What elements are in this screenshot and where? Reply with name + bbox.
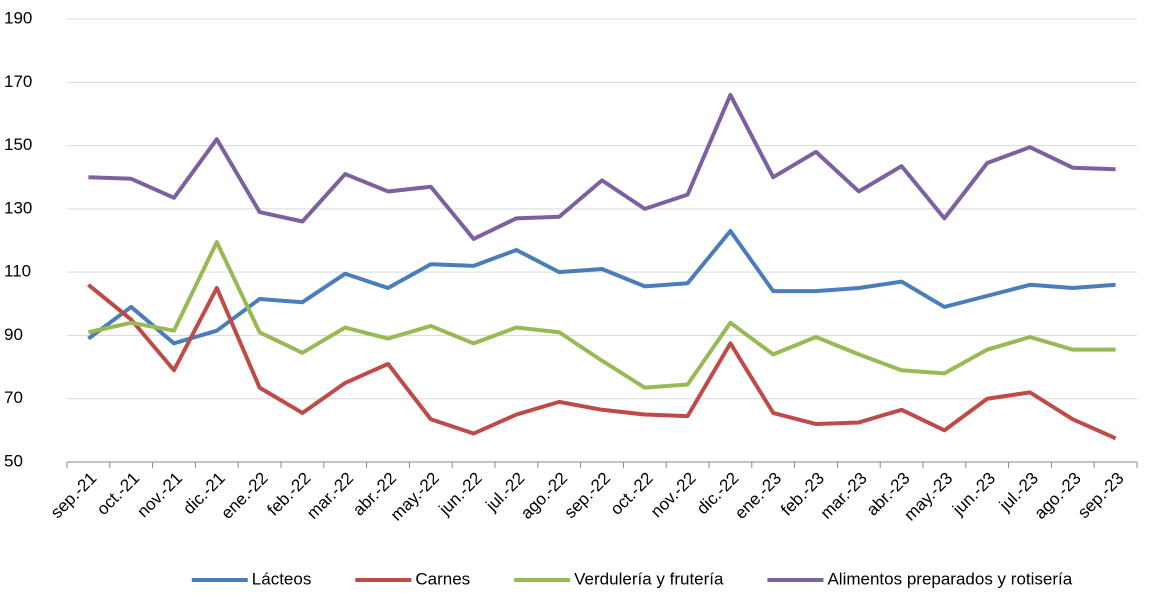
y-tick-label: 170	[4, 72, 32, 91]
x-tick-label: ene.-23	[731, 469, 785, 523]
x-tick-label: may.-23	[900, 469, 956, 525]
x-tick-label: nov.-21	[133, 469, 186, 522]
legend-label: Lácteos	[252, 569, 312, 588]
legend-label: Carnes	[415, 569, 470, 588]
x-tick-label: jun.-22	[435, 469, 486, 520]
y-tick-label: 90	[4, 325, 23, 344]
y-tick-label: 110	[4, 262, 31, 281]
y-tick-label: 70	[4, 388, 23, 407]
series-line	[88, 92, 1116, 241]
y-tick-label: 150	[4, 135, 32, 154]
x-tick-label: nov.-22	[647, 469, 700, 522]
x-tick-label: ene.-22	[217, 469, 271, 523]
x-tick-label: ago.-22	[517, 469, 571, 523]
y-tick-label: 50	[4, 451, 23, 470]
x-tick-label: ago.-23	[1031, 469, 1085, 523]
series-line	[87, 240, 1116, 390]
x-tick-label: sep.-23	[1074, 469, 1128, 523]
x-tick-label: sep.-21	[47, 469, 101, 523]
x-tick-label: mar.-23	[817, 469, 871, 523]
y-tick-label: 190	[4, 8, 32, 27]
x-tick-label: may.-22	[387, 469, 443, 525]
series-line	[87, 283, 1117, 441]
legend: Lácteos Carnes Verdulería y frutería Alimen…	[191, 569, 1073, 588]
series-line	[87, 229, 1116, 346]
x-tick-label: jun.-23	[948, 469, 999, 520]
y-tick-label: 130	[4, 198, 32, 217]
x-tick-label: sep.-22	[560, 469, 614, 523]
legend-label: Verdulería y frutería	[574, 569, 724, 588]
legend-label: Alimentos preparados y rotisería	[827, 569, 1072, 588]
x-tick-label: mar.-22	[303, 469, 357, 523]
